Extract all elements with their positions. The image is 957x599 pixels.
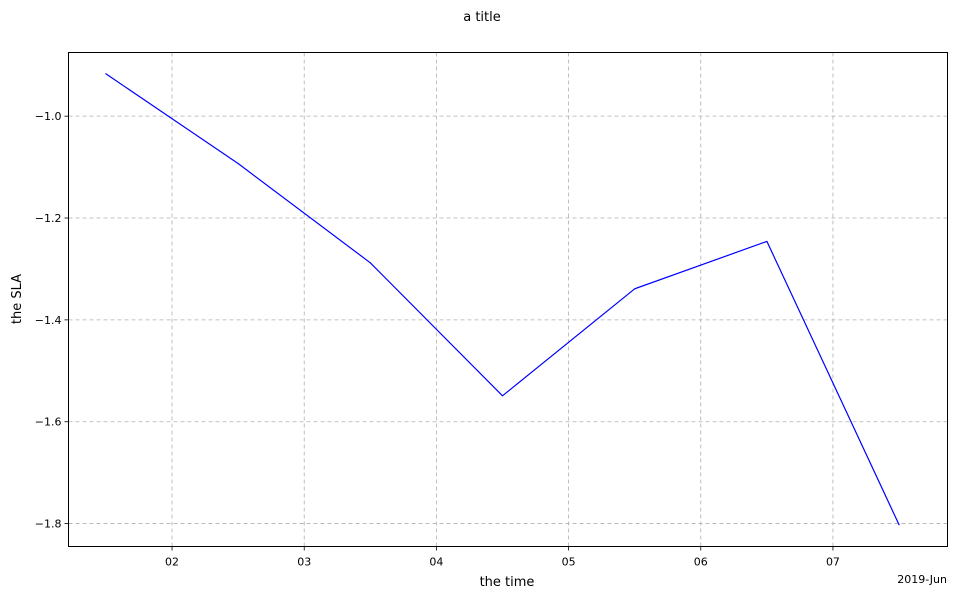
y-tick-label: −1.2 [35, 212, 62, 225]
data-point [369, 262, 371, 264]
plot-frame [68, 52, 948, 547]
x-tick-label: 04 [429, 556, 443, 569]
x-offset-label: 2019-Jun [897, 573, 947, 586]
x-tick-label: 06 [694, 556, 708, 569]
chart-title: a title [463, 10, 501, 25]
tick-marks [64, 115, 834, 551]
series-layer [105, 73, 900, 526]
y-tick-label: −1.8 [35, 518, 62, 531]
y-tick-label: −1.0 [35, 110, 62, 123]
x-tick-label: 02 [165, 556, 179, 569]
x-axis-label: the time [480, 575, 535, 590]
data-point [501, 395, 504, 397]
x-tick-label: 05 [562, 556, 576, 569]
grid-lines [68, 52, 948, 547]
x-tick-label: 03 [297, 556, 311, 569]
y-tick-label: −1.4 [35, 314, 62, 327]
data-point [634, 288, 636, 290]
data-point [898, 524, 900, 526]
data-point [237, 162, 239, 165]
y-tick-label: −1.6 [35, 416, 62, 429]
series-line [105, 73, 900, 525]
y-tick-labels: −1.0 −1.2 −1.4 −1.6 −1.8 [35, 110, 62, 530]
x-tick-labels: 02 03 04 05 06 07 [165, 556, 840, 569]
y-axis-label: the SLA [10, 274, 25, 324]
data-point [766, 240, 768, 243]
x-tick-label: 07 [826, 556, 840, 569]
data-point [105, 73, 107, 75]
